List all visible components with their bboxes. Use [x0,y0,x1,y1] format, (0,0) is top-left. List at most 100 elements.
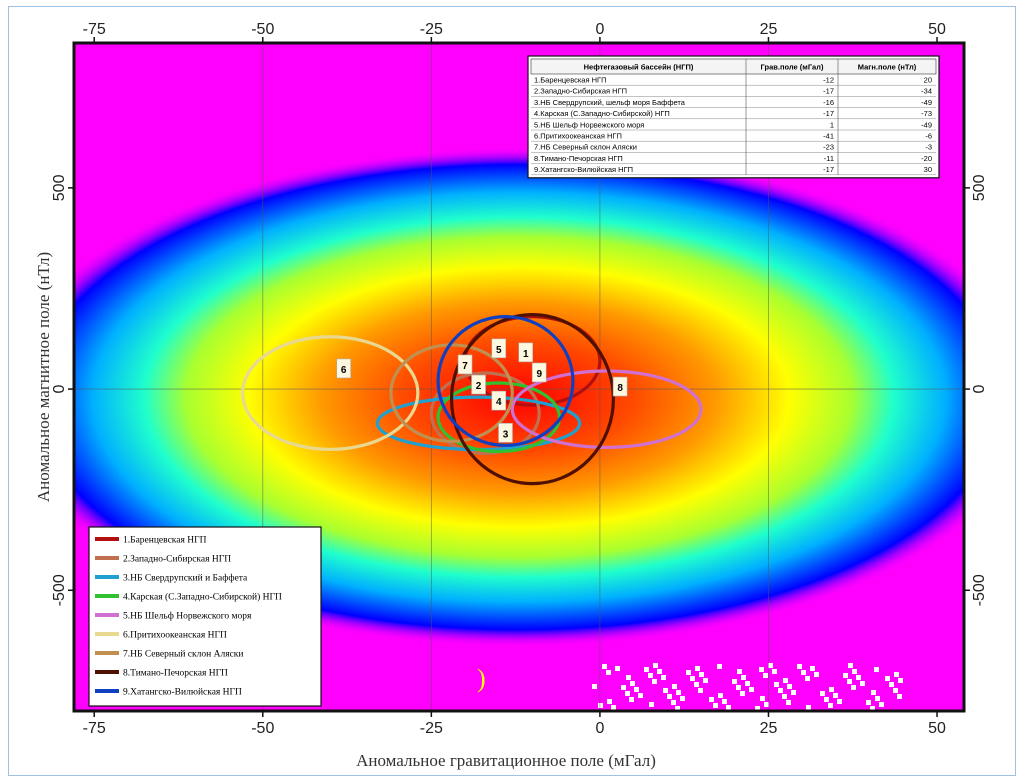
nodata-cell [848,663,853,668]
legend-entry: 7.НБ Северный склон Аляски [123,649,243,660]
nodata-cell [786,700,791,705]
nodata-cell [810,666,815,671]
nodata-cell [602,664,607,669]
x-tick-label-top: 25 [760,21,778,38]
table-cell-mag: -73 [921,109,932,118]
nodata-cell [760,696,765,701]
table-cell-name: 6.Притихоокеанская НГП [534,132,622,141]
nodata-cell [667,694,672,699]
nodata-cell [680,696,685,701]
table-cell-mag: -49 [921,98,932,107]
nodata-cell [698,688,703,693]
nodata-cell [893,688,898,693]
point-label-text: 5 [496,345,502,356]
nodata-cell [644,667,649,672]
nodata-cell [598,703,603,708]
legend-entry: 3.НБ Свердрупский и Баффета [123,573,248,584]
x-tick-label-top: 50 [928,21,946,38]
x-tick-label-bottom: -25 [420,720,443,737]
table-cell-grav: -11 [824,154,834,163]
nodata-cell [713,703,718,708]
nodata-cell [686,670,691,675]
data-table: Нефтегазовый бассейн (НГП) Грав.поле (мГа… [527,55,940,179]
nodata-cell [783,678,788,683]
table-cell-grav: -17 [823,165,834,174]
nodata-cell [749,687,754,692]
table-cell-mag: 30 [924,165,932,174]
x-tick-label-bottom: 0 [595,720,604,737]
table-cell-name: 7.НБ Северный склон Аляски [534,143,637,152]
point-label-text: 1 [523,349,529,360]
nodata-cell [797,664,802,669]
table-header-cell: Нефтегазовый бассейн (НГП) [584,63,694,72]
nodata-cell [806,705,811,710]
legend-entry: 4.Карская (С.Западно-Сибирской) НГП [123,592,282,603]
table-cell-name: 3.НБ Свердрупский, шельф моря Баффета [534,98,686,107]
nodata-cell [652,679,657,684]
ellipse-5 [510,369,703,450]
nodata-cell [657,669,662,674]
nodata-cell [856,675,861,680]
x-tick-label-bottom: -75 [83,720,106,737]
nodata-cell [787,684,792,689]
nodata-cell [759,667,764,672]
table-cell-name: 1.Баренцевская НГП [534,76,607,85]
nodata-cell [649,702,654,707]
nodata-cell [621,685,626,690]
y-tick-label-left: 500 [51,174,68,201]
nodata-cell [607,699,612,704]
nodata-cell [625,691,630,696]
nodata-cell [663,688,668,693]
nodata-cell [745,681,750,686]
nodata-cell [843,673,848,678]
figure-frame: 1 2 3 4 5 6 7 8 9 -75 -75 -50 -50 -25 -25 0 0 25 25 50 50 -5… [8,6,1016,776]
point-label-text: 8 [617,383,623,394]
nodata-cell [870,706,875,711]
nodata-cell [699,672,704,677]
x-tick-label-top: -75 [83,21,106,38]
nodata-cell [829,687,834,692]
nodata-cell [626,675,631,680]
nodata-cell [592,684,597,689]
point-label-6: 6 [336,358,351,379]
nodata-cell [824,697,829,702]
nodata-cell [875,696,880,701]
table-cell-mag: -20 [921,154,932,163]
nodata-cell [717,664,722,669]
nodata-cell [852,669,857,674]
x-tick-label-top: 0 [595,21,604,38]
nodata-cell [805,676,810,681]
nodata-cell [763,673,768,678]
point-label-2: 2 [471,374,486,395]
nodata-cell [774,682,779,687]
point-label-7: 7 [457,354,473,375]
x-tick-label-top: -25 [420,21,443,38]
table-cell-name: 8.Тимано-Печорская НГП [534,154,623,163]
nodata-cell [732,679,737,684]
table-cell-mag: -34 [921,87,932,96]
table-cell-mag: -49 [921,120,932,129]
nodata-cell [801,670,806,675]
point-label-box [612,376,628,397]
ellipse-2 [429,371,541,456]
nodata-cell [718,693,723,698]
nodata-cell [782,694,787,699]
point-labels: 1 2 3 4 5 6 7 8 9 [336,338,628,443]
table-cell-grav: -41 [823,132,834,141]
y-tick-label-right: 0 [971,385,988,394]
legend: 1.Баренцевская НГП 2.Западно-Сибирская НГ… [88,526,322,707]
point-label-3: 3 [498,423,513,443]
point-label-text: 7 [462,361,468,372]
point-label-text: 3 [503,429,509,440]
point-label-text: 4 [496,397,502,408]
nodata-cell [630,681,635,686]
table-cell-name: 4.Карская (С.Западно-Сибирской) НГП [534,109,670,118]
legend-box [88,526,322,707]
nodata-cell [851,685,856,690]
table-cell-grav: -16 [823,98,834,107]
point-label-box [491,338,507,359]
legend-entry: 2.Западно-Сибирская НГП [123,554,231,565]
point-label-text: 2 [476,381,482,392]
point-label-text: 9 [536,369,542,380]
